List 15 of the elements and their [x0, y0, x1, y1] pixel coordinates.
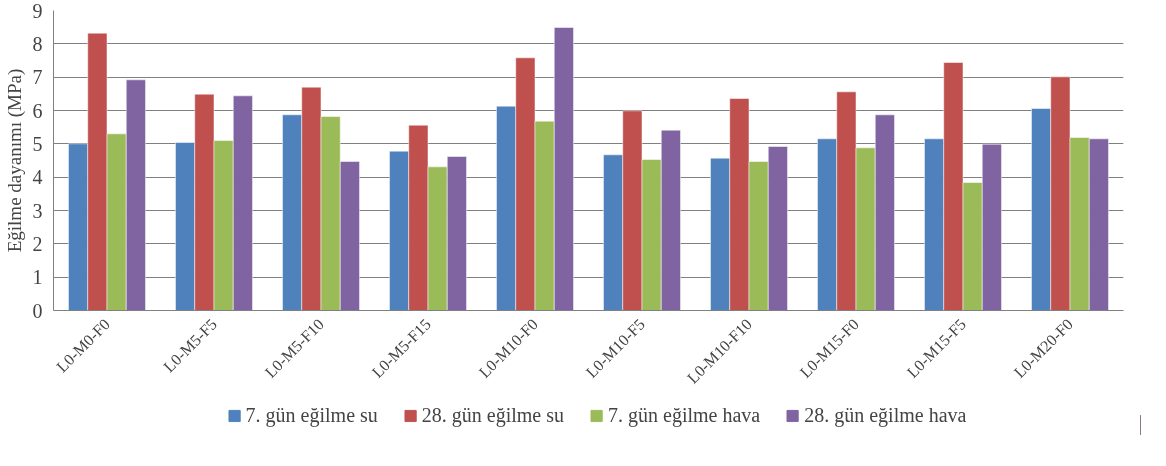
legend-label: 28. gün eğilme hava	[804, 403, 967, 427]
y-tick-label: 4	[32, 166, 43, 189]
legend-label: 7. gün eğilme hava	[608, 403, 761, 427]
y-tick-label: 6	[32, 99, 43, 122]
legend-label: 7. gün eğilme su	[245, 403, 378, 427]
y-tick-label: 0	[32, 299, 43, 322]
y-tick-label: 5	[32, 132, 43, 155]
y-tick-label: 7	[32, 66, 43, 89]
y-tick-label: 8	[32, 32, 43, 55]
legend-label: 28. gün eğilme su	[421, 403, 565, 427]
y-tick-label: 3	[32, 199, 43, 222]
y-tick-label: 1	[32, 266, 43, 289]
y-tick-label: 2	[32, 232, 43, 255]
y-tick-label: 9	[32, 0, 43, 22]
y-axis-title: Eğilme dayanımı (MPa)	[3, 68, 26, 253]
